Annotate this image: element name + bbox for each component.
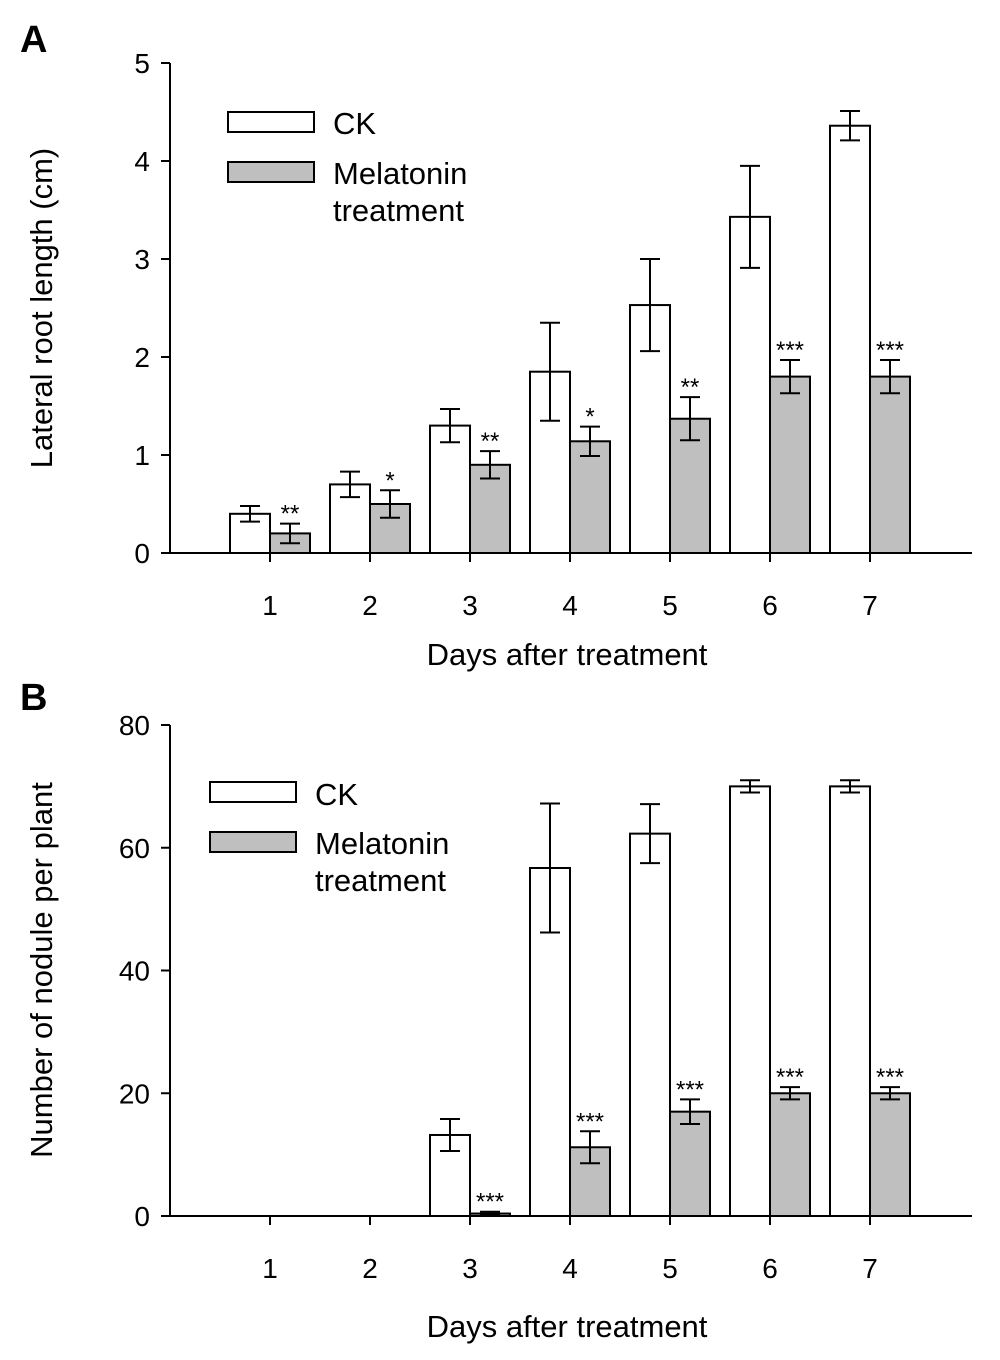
- significance-marker: **: [681, 374, 700, 401]
- x-tick-label: 7: [862, 1253, 878, 1284]
- x-axis-title: Days after treatment: [427, 1309, 708, 1344]
- bar-melatonin: [869, 1092, 911, 1217]
- significance-marker: ***: [876, 337, 904, 364]
- y-tick-label: 5: [134, 48, 150, 79]
- y-tick-label: 0: [134, 1201, 150, 1232]
- y-axis-title: Lateral root length (cm): [24, 148, 59, 468]
- bar-melatonin: [769, 1092, 811, 1217]
- significance-marker: **: [481, 428, 500, 455]
- x-tick-label: 1: [262, 1253, 278, 1284]
- x-tick-label: 4: [562, 590, 578, 621]
- x-tick-label: 2: [362, 1253, 378, 1284]
- significance-marker: **: [281, 501, 300, 528]
- legend-label-melatonin: Melatonin treatment: [333, 156, 467, 228]
- bar-ck: [729, 785, 771, 1217]
- x-tick-label: 5: [662, 590, 678, 621]
- x-tick-label: 5: [662, 1253, 678, 1284]
- legend-label-ck: CK: [333, 106, 376, 141]
- legend-swatch-ck: [227, 111, 315, 133]
- legend-swatch-ck: [209, 781, 297, 803]
- y-tick-label: 0: [134, 538, 150, 569]
- bar-melatonin: [769, 375, 811, 554]
- significance-marker: *: [385, 467, 394, 494]
- significance-marker: ***: [876, 1064, 904, 1091]
- bar-ck: [729, 215, 771, 555]
- y-tick-label: 2: [134, 342, 150, 373]
- significance-marker: ***: [676, 1076, 704, 1103]
- bar-ck: [429, 424, 471, 555]
- bar-melatonin: [869, 375, 911, 554]
- panel-label: A: [20, 19, 47, 61]
- y-tick-label: 4: [134, 146, 150, 177]
- chart-panel-a: A 0 1 2 3 4 5 1 2 3 4 5 6 7 Days after treatment Latera…: [20, 19, 972, 672]
- legend-label-ck: CK: [315, 777, 358, 812]
- legend-swatch-melatonin: [227, 161, 315, 183]
- legend-swatch-melatonin: [209, 831, 297, 853]
- legend: CK Melatonin treatment: [227, 106, 467, 228]
- x-tick-label: 6: [762, 1253, 778, 1284]
- x-tick-label: 4: [562, 1253, 578, 1284]
- bar-ck: [629, 832, 671, 1217]
- x-tick-label: 1: [262, 590, 278, 621]
- y-tick-label: 1: [134, 440, 150, 471]
- bar-ck: [829, 124, 871, 554]
- significance-marker: ***: [576, 1108, 604, 1135]
- bar-ck: [829, 785, 871, 1217]
- x-tick-label: 3: [462, 590, 478, 621]
- significance-marker: ***: [476, 1189, 504, 1216]
- legend: CK Melatonin treatment: [209, 777, 449, 898]
- y-tick-label: 3: [134, 244, 150, 275]
- x-tick-label: 2: [362, 590, 378, 621]
- x-tick-label: 3: [462, 1253, 478, 1284]
- panel-label: B: [20, 677, 47, 719]
- x-tick-label: 6: [762, 590, 778, 621]
- bar-melatonin: [669, 1110, 711, 1217]
- significance-marker: ***: [776, 337, 804, 364]
- y-tick-label: 40: [119, 956, 150, 987]
- x-tick-label: 7: [862, 590, 878, 621]
- significance-marker: ***: [776, 1064, 804, 1091]
- y-tick-label: 80: [119, 710, 150, 741]
- bar-melatonin: [569, 440, 611, 554]
- chart-panel-b: B 0 20 40 60 80 1 2 3 4 5 6 7 Days after treatment Num…: [20, 677, 972, 1344]
- x-axis-title: Days after treatment: [427, 637, 708, 672]
- y-tick-label: 20: [119, 1078, 150, 1109]
- legend-label-melatonin: Melatonin treatment: [315, 826, 449, 898]
- y-axis-title: Number of nodule per plant: [24, 782, 59, 1158]
- y-tick-label: 60: [119, 833, 150, 864]
- significance-marker: *: [585, 404, 594, 431]
